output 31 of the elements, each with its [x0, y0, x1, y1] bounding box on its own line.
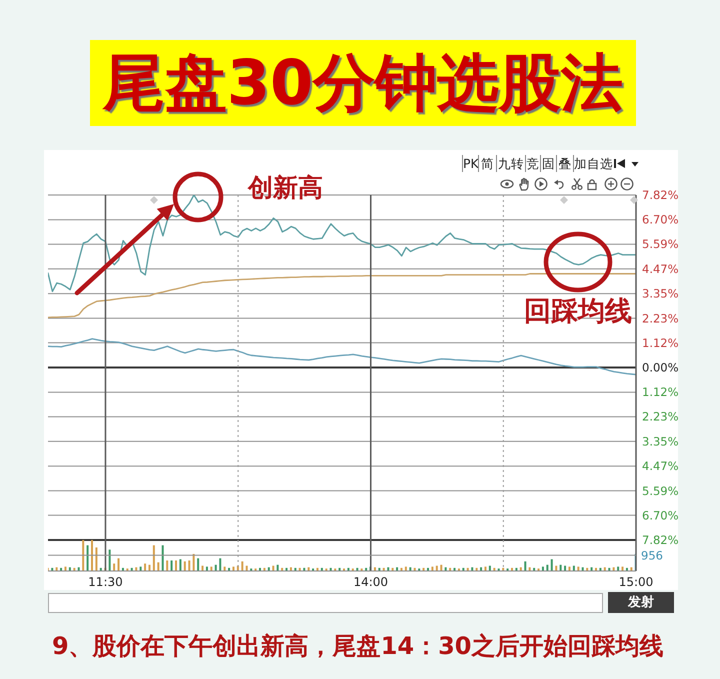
y-tick-label: 2.23%: [642, 311, 679, 326]
y-tick-label: 4.47%: [642, 262, 679, 276]
x-tick-label: 11:30: [88, 575, 123, 589]
x-tick-label: 15:00: [618, 575, 654, 589]
x-tick-label: 14:00: [353, 575, 388, 589]
text: 加自选: [573, 155, 613, 172]
y-tick-label: 1.12%: [642, 385, 679, 400]
y-tick-label: 4.47%: [642, 459, 679, 474]
chart-title: 尾盘30分钟选股法: [102, 45, 624, 121]
y-tick-label: 6.70%: [642, 212, 679, 227]
y-tick-label: 5.59%: [642, 484, 679, 498]
y-tick-label: 0.00%: [642, 360, 679, 374]
text: 简: [478, 155, 496, 172]
text: 竞: [525, 155, 540, 172]
y-tick-label: 7.82%: [642, 533, 679, 547]
text: 九转: [496, 155, 525, 172]
y-tick-label: 6.70%: [642, 508, 679, 522]
y-tick-label: 2.23%: [642, 410, 679, 424]
text: 叠: [556, 155, 573, 172]
text: 956: [641, 548, 663, 562]
y-tick-label: 7.82%: [642, 188, 679, 202]
text: PK: [462, 155, 479, 172]
annotation: 创新高: [247, 173, 323, 202]
text: 固: [540, 155, 556, 172]
y-tick-label: 3.35%: [642, 286, 679, 301]
button: 发射: [608, 592, 674, 613]
y-tick-label: 1.12%: [642, 336, 679, 350]
annotation: 回踩均线: [524, 296, 632, 327]
text: 9、股价在下午创出新高，尾盘14：30之后开始回踩均线: [52, 631, 664, 661]
y-tick-label: 5.59%: [642, 237, 679, 252]
y-tick-label: 3.35%: [642, 434, 679, 448]
